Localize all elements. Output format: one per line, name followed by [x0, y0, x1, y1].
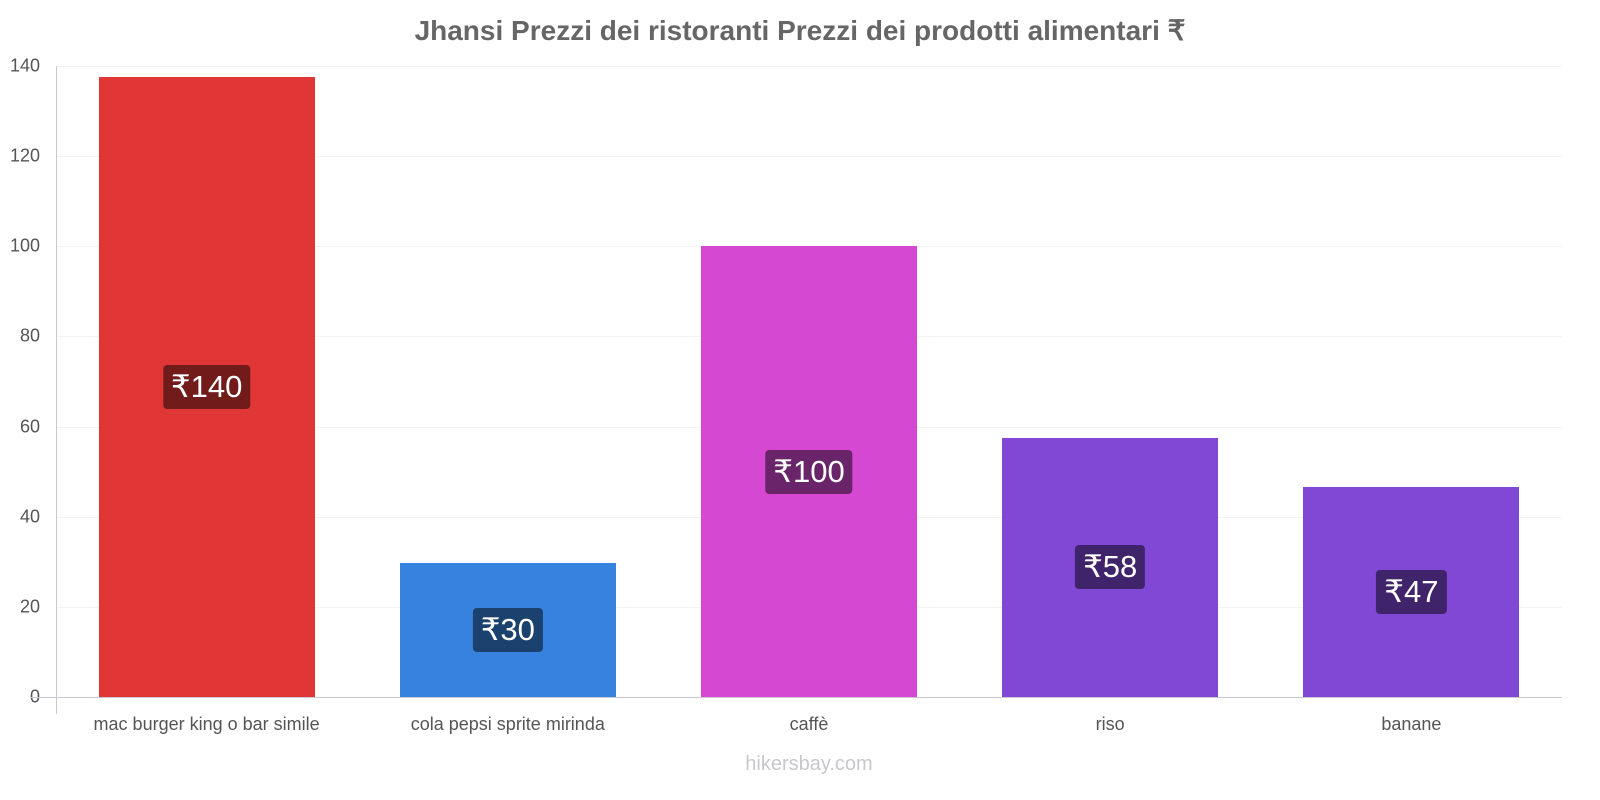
- bar-value-label: ₹140: [162, 364, 251, 409]
- x-tick-label: mac burger king o bar simile: [93, 714, 320, 734]
- y-tick-label: 140: [9, 55, 40, 76]
- gridline: [56, 156, 1562, 158]
- y-tick-label: 120: [9, 145, 40, 166]
- x-tick-label: riso: [1095, 714, 1125, 734]
- x-tick-label: banane: [1381, 714, 1442, 734]
- y-tick-label: 40: [19, 506, 40, 527]
- y-tick-label: 0: [0, 687, 40, 708]
- bar[interactable]: ₹47: [1303, 486, 1520, 697]
- gridline: [56, 66, 1562, 67]
- bar-value-label: ₹30: [472, 608, 543, 653]
- y-tick-label: 100: [9, 235, 40, 256]
- bar[interactable]: ₹100: [701, 246, 917, 697]
- bar[interactable]: ₹58: [1002, 437, 1219, 697]
- bar[interactable]: ₹30: [399, 563, 616, 697]
- y-tick-label: 80: [19, 325, 40, 346]
- x-tick-label: caffè: [789, 714, 829, 734]
- y-tick-label: 60: [19, 416, 40, 437]
- x-tick-label: cola pepsi sprite mirinda: [410, 714, 605, 734]
- chart-title: Jhansi Prezzi dei ristoranti Prezzi dei …: [414, 15, 1186, 46]
- bar-value-label: ₹47: [1376, 569, 1447, 614]
- bar[interactable]: ₹140: [98, 76, 315, 697]
- plot-area: ₹140 ₹30 ₹100 ₹58 ₹47: [56, 66, 1562, 697]
- watermark: hikersbay.com: [745, 753, 873, 775]
- y-axis-line: [56, 66, 57, 714]
- y-tick-label: 20: [19, 596, 40, 617]
- bar-value-label: ₹100: [765, 449, 853, 494]
- bar-value-label: ₹58: [1075, 545, 1146, 590]
- x-axis-line: [30, 697, 1562, 698]
